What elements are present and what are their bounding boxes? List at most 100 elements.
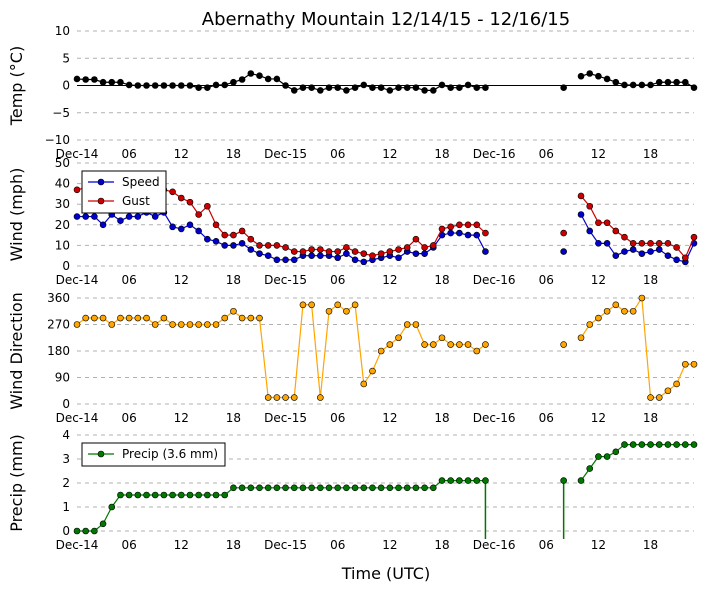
data-point-gust (577, 192, 585, 200)
data-point-direction (169, 321, 176, 328)
data-point-gust (595, 219, 602, 227)
x-tick-label-wind: 18 (226, 273, 241, 287)
data-point-gust (351, 248, 359, 255)
data-point-direction (655, 394, 663, 401)
data-point-direction (560, 341, 567, 348)
data-point-gust (73, 186, 81, 194)
x-tick-label-temp: 18 (643, 147, 658, 161)
data-point-precip (655, 441, 663, 448)
y-tick-label-wdir: 270 (47, 318, 70, 332)
data-point-gust (317, 246, 324, 253)
x-tick-label-wdir: 18 (226, 411, 241, 425)
data-point-gust (360, 250, 368, 257)
data-point-gust (673, 244, 680, 251)
y-tick-label-wind: 40 (55, 177, 70, 191)
data-point-direction (195, 321, 202, 328)
chart-title: Abernathy Mountain 12/14/15 - 12/16/15 (202, 9, 570, 30)
data-point-speed (238, 240, 246, 247)
y-tick-label-precip: 4 (62, 428, 70, 442)
x-tick-label-wind: 06 (539, 273, 554, 287)
data-point-precip (299, 484, 307, 492)
data-point-direction (690, 360, 698, 368)
data-point-temp (317, 87, 324, 94)
data-point-precip (595, 453, 602, 460)
data-point-direction (421, 341, 428, 348)
data-point-direction (464, 341, 472, 348)
data-point-precip (290, 484, 298, 492)
y-tick-label-wdir: 360 (47, 291, 70, 305)
x-tick-label-wind: Dec-15 (264, 273, 307, 287)
y-tick-label-temp: 0 (62, 79, 70, 93)
y-axis-label-wdir: Wind Direction (7, 292, 26, 410)
data-point-direction (117, 314, 124, 322)
data-point-temp (264, 75, 272, 83)
data-point-temp (282, 82, 289, 89)
data-point-gust (264, 242, 272, 249)
data-point-temp (586, 70, 594, 77)
data-point-gust (247, 235, 255, 243)
data-point-precip (638, 441, 646, 448)
data-point-direction (125, 314, 133, 322)
y-tick-label-precip: 1 (62, 500, 70, 514)
data-point-direction (212, 321, 220, 328)
data-point-direction (221, 314, 229, 322)
data-point-temp (204, 84, 211, 91)
x-tick-label-wind: 06 (122, 273, 137, 287)
data-point-speed (360, 258, 368, 266)
data-point-gust (621, 233, 628, 241)
y-tick-label-wind: 20 (55, 218, 70, 232)
data-point-gust (212, 221, 220, 229)
data-point-precip (247, 484, 255, 492)
data-point-speed (447, 229, 454, 237)
data-point-gust (230, 231, 237, 239)
data-point-gust (369, 252, 376, 259)
data-point-precip (438, 477, 446, 484)
data-point-direction (230, 307, 237, 315)
data-point-gust (456, 221, 463, 229)
x-tick-label-temp: Dec-16 (473, 147, 516, 161)
data-point-direction (325, 307, 333, 315)
data-point-precip (377, 484, 385, 492)
data-point-gust (403, 244, 411, 251)
data-point-gust (421, 244, 428, 251)
x-tick-label-precip: 12 (382, 538, 397, 552)
data-point-speed (82, 213, 89, 220)
data-point-temp (308, 84, 315, 91)
data-point-precip (343, 484, 350, 492)
data-point-gust (177, 194, 185, 202)
data-point-precip (73, 527, 81, 535)
x-tick-label-wdir: 06 (122, 411, 137, 425)
data-point-direction (177, 321, 185, 328)
data-point-temp (186, 82, 194, 89)
data-point-direction (264, 394, 272, 401)
data-point-speed (351, 256, 359, 264)
data-point-temp (629, 81, 637, 89)
data-point-direction (482, 341, 489, 348)
data-point-gust (273, 242, 281, 249)
data-point-direction (238, 314, 246, 322)
data-point-speed (343, 250, 350, 257)
data-point-temp (456, 84, 463, 91)
data-point-direction (91, 314, 98, 322)
x-tick-label-precip: 12 (591, 538, 606, 552)
data-point-temp (99, 78, 107, 86)
data-point-precip (682, 441, 689, 448)
data-point-speed (603, 240, 611, 247)
data-point-speed (212, 237, 220, 245)
data-point-gust (186, 198, 194, 206)
data-point-temp (369, 84, 376, 91)
data-point-direction (299, 301, 307, 309)
data-point-gust (169, 188, 176, 196)
data-point-speed (117, 217, 124, 224)
data-point-gust (256, 242, 263, 249)
data-point-temp (473, 84, 481, 91)
data-point-gust (282, 244, 289, 251)
data-point-gust (586, 202, 594, 210)
data-point-precip (238, 484, 246, 492)
data-point-precip (91, 527, 98, 535)
data-point-direction (412, 321, 420, 328)
data-point-speed (125, 213, 133, 220)
data-point-gust (664, 240, 672, 247)
